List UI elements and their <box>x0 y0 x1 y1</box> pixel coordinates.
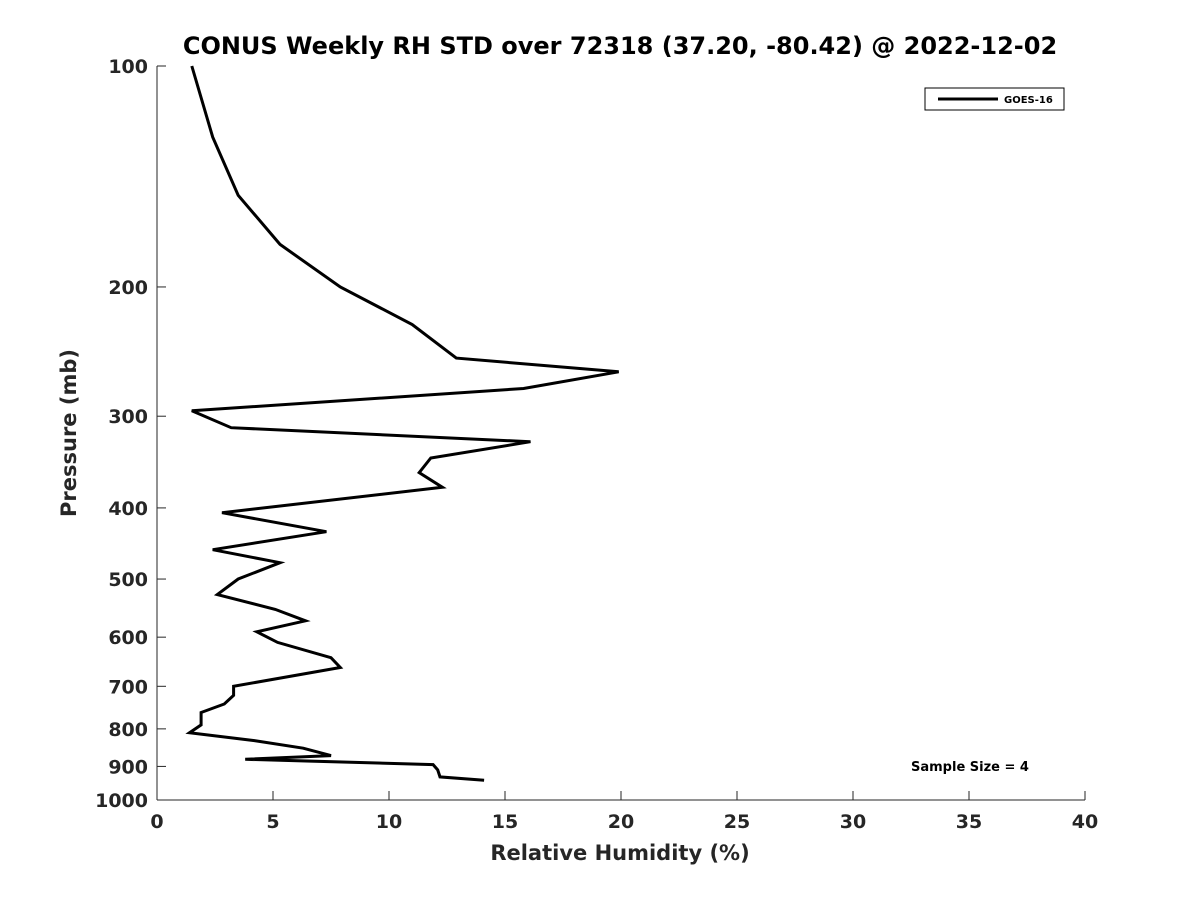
legend: GOES-16 <box>924 87 1065 111</box>
x-tick-label: 35 <box>956 811 982 833</box>
x-tick-label: 30 <box>840 811 866 833</box>
x-tick-label: 15 <box>492 811 518 833</box>
x-tick-label: 40 <box>1072 811 1098 833</box>
chart-title: CONUS Weekly RH STD over 72318 (37.20, -… <box>183 32 1057 60</box>
y-tick-label: 1000 <box>95 790 148 812</box>
y-tick-label: 200 <box>108 277 148 299</box>
sample-size-annotation: Sample Size = 4 <box>911 760 1029 775</box>
y-tick-label: 500 <box>108 569 148 591</box>
y-tick-label: 700 <box>108 676 148 698</box>
y-tick-label: 600 <box>108 627 148 649</box>
plot-area: 0 5 10 15 20 25 30 35 40 100 200 300 400 500 600 700 800… <box>95 56 1098 833</box>
x-tick-label: 10 <box>376 811 402 833</box>
x-tick-label: 0 <box>150 811 163 833</box>
x-tick-label: 20 <box>608 811 634 833</box>
series-line-goes-16 <box>185 65 619 782</box>
y-axis-label: Pressure (mb) <box>57 349 81 517</box>
legend-label-goes-16: GOES-16 <box>1004 95 1053 106</box>
y-tick-label: 300 <box>108 406 148 428</box>
x-tick-label: 25 <box>724 811 750 833</box>
y-tick-label: 900 <box>108 756 148 778</box>
y-tick-label: 100 <box>108 56 148 78</box>
x-axis-label: Relative Humidity (%) <box>490 841 749 865</box>
x-tick-label: 5 <box>266 811 279 833</box>
y-tick-label: 400 <box>108 498 148 520</box>
y-tick-label: 800 <box>108 719 148 741</box>
